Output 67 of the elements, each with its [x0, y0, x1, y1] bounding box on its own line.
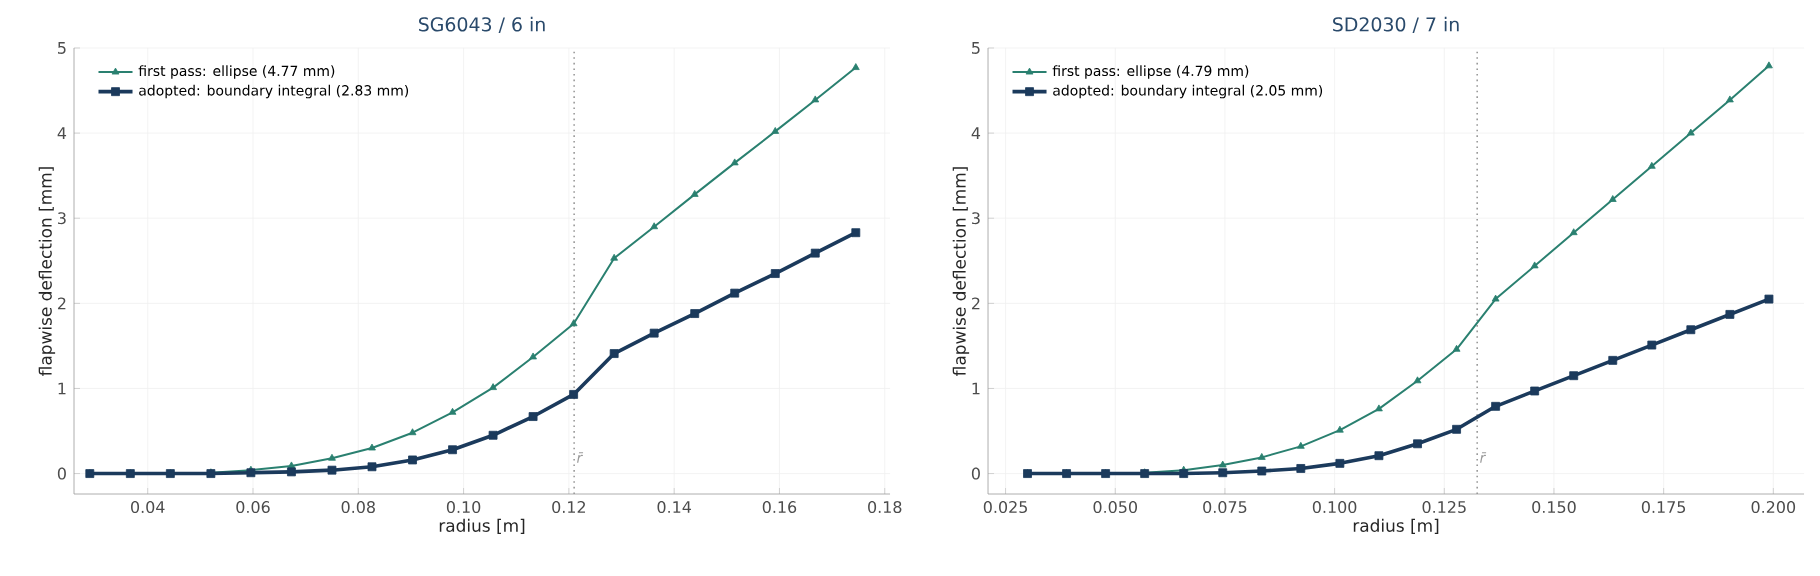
point — [569, 390, 579, 399]
point — [528, 412, 538, 421]
point — [851, 228, 861, 238]
point — [328, 453, 336, 461]
y-axis-title: flapwise deflection [mm] — [38, 167, 56, 376]
point — [1452, 424, 1461, 434]
point — [569, 319, 578, 327]
point — [1491, 294, 1500, 302]
point — [1257, 466, 1267, 476]
point — [1413, 376, 1422, 384]
point — [650, 222, 659, 230]
y-axis-title: flapwise deflection [mm] — [952, 167, 970, 376]
point — [1764, 294, 1774, 304]
point — [1765, 61, 1773, 69]
point — [690, 189, 699, 197]
point — [448, 407, 457, 415]
point — [489, 383, 497, 390]
point — [610, 253, 619, 261]
point — [1530, 261, 1539, 269]
point — [1374, 451, 1384, 461]
point — [1647, 340, 1657, 350]
point — [1413, 439, 1422, 449]
point — [246, 468, 256, 478]
point — [609, 349, 619, 358]
point — [649, 328, 659, 338]
point — [408, 428, 417, 436]
point — [1296, 441, 1305, 449]
point — [811, 95, 820, 103]
chart-title: SD2030 / 7 in — [1333, 16, 1459, 33]
point — [730, 288, 740, 298]
point — [1726, 95, 1734, 103]
x-axis-title: radius [m] — [1353, 518, 1439, 534]
point — [1608, 195, 1617, 202]
point — [1686, 325, 1696, 335]
point — [1530, 386, 1540, 396]
point — [1647, 161, 1656, 169]
point — [287, 467, 296, 477]
point — [1686, 128, 1695, 136]
point — [408, 455, 417, 465]
point — [448, 445, 457, 455]
point — [771, 127, 780, 134]
point — [1296, 464, 1306, 473]
point — [1179, 469, 1189, 478]
point — [1375, 404, 1383, 412]
chart-title: SG6043 / 6 in — [418, 16, 545, 33]
point — [367, 462, 377, 472]
point — [1569, 228, 1578, 236]
point — [1608, 355, 1618, 365]
point — [529, 352, 537, 360]
point — [488, 430, 498, 440]
point — [810, 248, 820, 258]
point — [851, 63, 860, 70]
point — [1336, 425, 1344, 433]
point — [690, 309, 700, 318]
point — [327, 465, 337, 475]
point — [1218, 468, 1228, 478]
point — [730, 158, 739, 166]
point — [1569, 371, 1579, 381]
point — [368, 443, 376, 451]
point — [1257, 453, 1266, 460]
point — [1335, 458, 1345, 468]
x-axis-title: radius [m] — [439, 518, 525, 534]
point — [1452, 344, 1461, 352]
point — [770, 269, 780, 278]
point — [1491, 401, 1501, 411]
point — [1218, 460, 1227, 468]
point — [1725, 310, 1735, 319]
